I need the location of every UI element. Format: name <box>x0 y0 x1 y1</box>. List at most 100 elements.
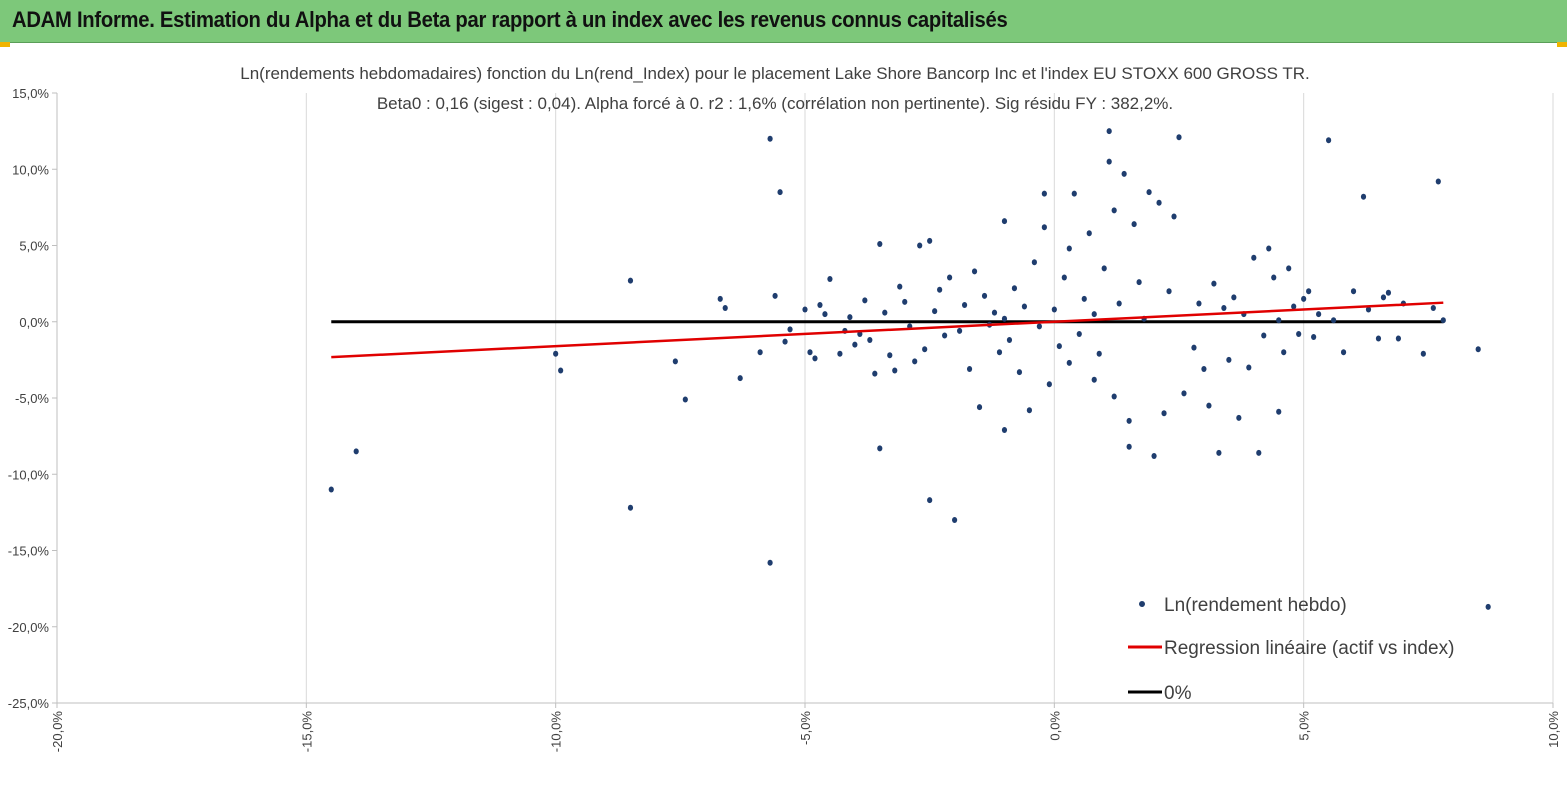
data-point <box>1316 311 1322 318</box>
data-point <box>1111 207 1117 214</box>
data-point <box>328 486 334 493</box>
data-point <box>1286 265 1292 272</box>
data-point <box>767 559 773 566</box>
data-point <box>1221 305 1227 312</box>
data-point <box>1350 288 1357 295</box>
data-point <box>1475 346 1481 353</box>
data-point <box>737 375 743 382</box>
data-point <box>897 283 903 290</box>
data-point <box>1006 337 1013 344</box>
x-tick-label: 5,0% <box>1297 711 1312 741</box>
data-point <box>1430 305 1436 312</box>
data-point <box>1380 294 1387 301</box>
data-point <box>1066 245 1072 252</box>
data-point <box>1021 303 1028 310</box>
data-point <box>1226 356 1232 363</box>
data-point <box>1086 230 1092 237</box>
data-point <box>961 301 968 308</box>
data-point <box>1011 285 1018 292</box>
data-point <box>767 135 773 142</box>
data-point <box>912 358 918 365</box>
data-point <box>1156 199 1162 206</box>
data-point <box>1076 330 1082 337</box>
data-point <box>1001 427 1008 434</box>
data-point <box>1360 193 1367 200</box>
x-tick-label: -20,0% <box>50 711 65 753</box>
data-point <box>877 445 883 452</box>
data-point <box>981 292 988 299</box>
data-point <box>553 350 559 357</box>
data-point <box>772 292 778 299</box>
y-tick-label: 5,0% <box>19 239 49 254</box>
data-point <box>1266 245 1272 252</box>
data-point <box>867 337 873 344</box>
data-point <box>822 311 828 318</box>
data-point <box>1031 259 1037 266</box>
y-tick-label: 0,0% <box>19 315 49 330</box>
data-point <box>1216 449 1222 456</box>
data-point <box>1026 407 1032 414</box>
data-point <box>1246 364 1252 371</box>
data-point <box>996 349 1003 356</box>
data-point <box>1146 189 1152 196</box>
x-tick-label: -10,0% <box>549 711 564 753</box>
data-point <box>1191 344 1197 351</box>
data-point <box>1041 224 1047 231</box>
data-point <box>971 268 978 275</box>
data-point <box>627 504 634 511</box>
data-point <box>1420 350 1426 357</box>
data-point <box>922 346 928 353</box>
data-point <box>1261 332 1267 339</box>
data-point <box>1340 349 1347 356</box>
chart-area: 15,0% 10,0% 5,0% 0,0% -5,0% -10,0% -15,0% -20,0… <box>0 43 1567 787</box>
data-point <box>1236 414 1242 421</box>
data-point <box>1196 300 1202 307</box>
data-point <box>932 308 938 315</box>
report-banner: ADAM Informe. Estimation du Alpha et du … <box>0 0 1567 43</box>
data-point <box>1081 295 1087 302</box>
data-point <box>1176 134 1182 141</box>
data-point <box>1121 170 1127 177</box>
data-point <box>1271 274 1277 281</box>
data-point <box>807 349 813 356</box>
data-point <box>1281 349 1287 356</box>
data-point <box>817 301 823 308</box>
data-point <box>1206 402 1212 409</box>
data-point <box>1101 265 1107 272</box>
data-point <box>1301 295 1307 302</box>
data-point <box>757 349 763 356</box>
y-tick-label: 10,0% <box>12 162 49 177</box>
x-tick-label: -15,0% <box>299 711 314 753</box>
data-point <box>787 326 793 333</box>
chart-title: Ln(rendements hebdomadaires) fonction du… <box>240 64 1310 83</box>
data-point <box>1326 137 1332 144</box>
regression-line <box>331 301 1444 359</box>
data-point <box>942 332 948 339</box>
data-point <box>1136 279 1142 286</box>
data-point <box>1231 294 1237 301</box>
report-title: ADAM Informe. Estimation du Alpha et du … <box>12 7 1008 32</box>
data-point <box>1131 221 1137 228</box>
legend-marker-icon <box>1139 601 1145 607</box>
data-point <box>1071 190 1077 197</box>
axis-layer: 15,0% 10,0% 5,0% 0,0% -5,0% -10,0% -15,0% -20,0… <box>8 86 1561 752</box>
data-point <box>1046 381 1052 388</box>
data-point <box>1251 254 1257 261</box>
x-tick-label: 10,0% <box>1546 711 1561 748</box>
data-point <box>1106 128 1112 135</box>
y-tick-label: -25,0% <box>8 696 50 711</box>
data-point <box>1036 323 1042 330</box>
data-point <box>353 448 359 455</box>
data-point <box>937 286 943 293</box>
data-point <box>1126 417 1132 424</box>
data-point <box>627 277 634 284</box>
legend-label-points: Ln(rendement hebdo) <box>1164 595 1347 616</box>
data-point <box>956 327 963 334</box>
data-point <box>1291 303 1297 310</box>
data-point <box>1435 178 1441 185</box>
data-point <box>558 367 564 374</box>
data-point <box>1066 359 1072 366</box>
data-point <box>682 396 688 403</box>
data-point <box>1171 213 1177 220</box>
corner-marker-left <box>0 42 10 47</box>
